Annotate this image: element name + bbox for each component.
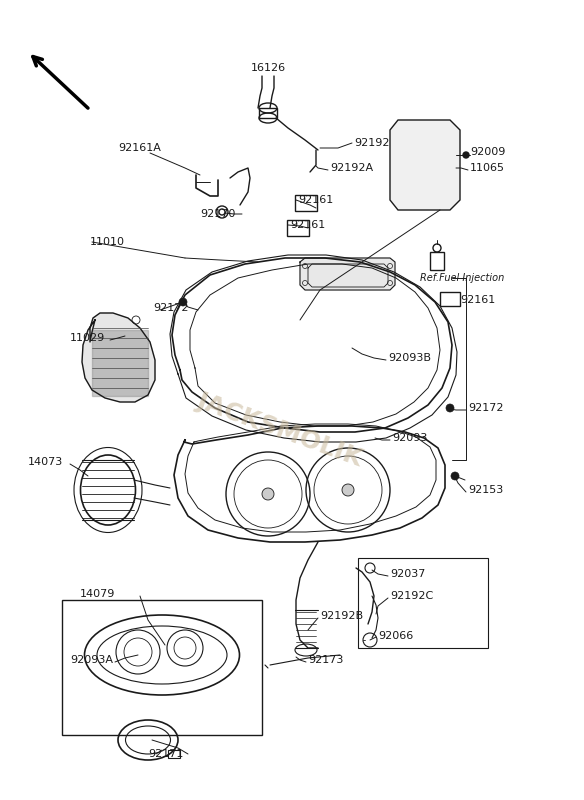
Text: 92192A: 92192A bbox=[330, 163, 373, 173]
Text: 92066: 92066 bbox=[378, 631, 413, 641]
Text: 92093: 92093 bbox=[392, 433, 427, 443]
Bar bbox=[440, 292, 460, 306]
Text: Ref.Fuel Injection: Ref.Fuel Injection bbox=[420, 273, 504, 283]
Text: 92192: 92192 bbox=[354, 138, 390, 148]
Text: 92009: 92009 bbox=[470, 147, 505, 157]
Circle shape bbox=[451, 472, 459, 480]
Bar bbox=[295, 195, 317, 211]
Text: 92161: 92161 bbox=[460, 295, 495, 305]
Text: 92037: 92037 bbox=[390, 569, 425, 579]
Circle shape bbox=[262, 488, 274, 500]
Polygon shape bbox=[390, 120, 460, 210]
Circle shape bbox=[463, 152, 469, 158]
Text: JACKSMOLIK: JACKSMOLIK bbox=[194, 389, 366, 471]
Text: 11029: 11029 bbox=[70, 333, 105, 343]
Text: 92192C: 92192C bbox=[390, 591, 433, 601]
Text: 92172: 92172 bbox=[468, 403, 503, 413]
Text: 92093B: 92093B bbox=[388, 353, 431, 363]
Text: 11010: 11010 bbox=[90, 237, 125, 247]
Bar bbox=[259, 108, 277, 118]
Text: 11065: 11065 bbox=[470, 163, 505, 173]
Text: 92161A: 92161A bbox=[118, 143, 161, 153]
Circle shape bbox=[446, 404, 454, 412]
Bar bbox=[430, 252, 444, 270]
Text: 92173: 92173 bbox=[308, 655, 343, 665]
Text: 92161: 92161 bbox=[298, 195, 333, 205]
Bar bbox=[62, 600, 262, 735]
Text: 92093A: 92093A bbox=[70, 655, 113, 665]
Circle shape bbox=[179, 298, 187, 306]
Text: 92192B: 92192B bbox=[320, 611, 363, 621]
Text: 92171: 92171 bbox=[148, 749, 183, 759]
Bar bbox=[358, 558, 488, 648]
Text: 14073: 14073 bbox=[28, 457, 63, 467]
Text: 16126: 16126 bbox=[251, 63, 286, 73]
Text: 92161: 92161 bbox=[290, 220, 325, 230]
Bar bbox=[168, 750, 180, 758]
Polygon shape bbox=[82, 313, 155, 402]
Bar bbox=[287, 220, 309, 236]
Text: 92153: 92153 bbox=[468, 485, 503, 495]
Text: 14079: 14079 bbox=[80, 589, 116, 599]
Text: 92172: 92172 bbox=[153, 303, 189, 313]
Polygon shape bbox=[92, 330, 148, 396]
Circle shape bbox=[342, 484, 354, 496]
Text: 92170: 92170 bbox=[200, 209, 235, 219]
Polygon shape bbox=[300, 258, 395, 290]
